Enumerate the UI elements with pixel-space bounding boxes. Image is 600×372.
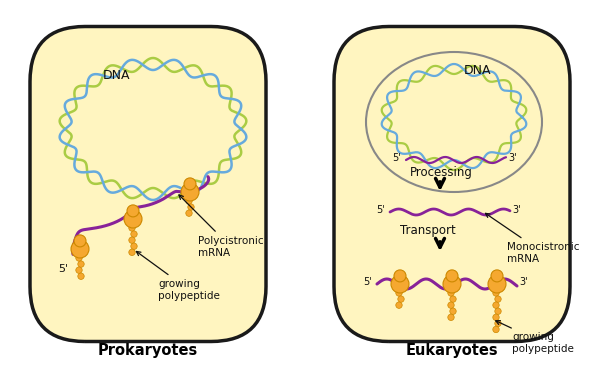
Text: growing
polypeptide: growing polypeptide (496, 321, 574, 354)
Text: DNA: DNA (103, 69, 131, 82)
Text: 5': 5' (376, 205, 385, 215)
Text: 3': 3' (519, 277, 527, 287)
Circle shape (450, 296, 456, 302)
Circle shape (78, 273, 84, 279)
Circle shape (78, 261, 84, 267)
Circle shape (491, 270, 503, 282)
Circle shape (495, 308, 501, 314)
Circle shape (186, 198, 192, 204)
Text: 5': 5' (392, 153, 401, 163)
Circle shape (493, 302, 499, 308)
PathPatch shape (334, 26, 570, 341)
Circle shape (488, 275, 506, 293)
Circle shape (493, 314, 499, 321)
Circle shape (181, 183, 199, 201)
Circle shape (129, 225, 135, 231)
Circle shape (124, 210, 142, 228)
Circle shape (396, 290, 402, 296)
Circle shape (443, 275, 461, 293)
Circle shape (71, 240, 89, 258)
Circle shape (74, 235, 86, 247)
Text: growing
polypeptide: growing polypeptide (136, 251, 220, 301)
Text: Polycistronic
mRNA: Polycistronic mRNA (179, 195, 263, 257)
Circle shape (448, 314, 454, 321)
Circle shape (495, 320, 501, 327)
Text: Monocistronic
mRNA: Monocistronic mRNA (485, 214, 580, 264)
Ellipse shape (366, 52, 542, 192)
Circle shape (446, 270, 458, 282)
PathPatch shape (30, 26, 266, 341)
Circle shape (76, 255, 82, 261)
Circle shape (188, 204, 194, 210)
Circle shape (129, 249, 135, 256)
Circle shape (129, 237, 135, 243)
Text: Transport: Transport (400, 224, 456, 237)
Circle shape (76, 267, 82, 273)
Circle shape (495, 296, 501, 302)
Circle shape (448, 290, 454, 296)
Circle shape (394, 270, 406, 282)
Circle shape (186, 210, 192, 217)
Circle shape (131, 231, 137, 237)
Circle shape (493, 326, 499, 333)
Text: DNA: DNA (464, 64, 491, 77)
Circle shape (448, 302, 454, 308)
Text: 3': 3' (512, 205, 521, 215)
Circle shape (450, 308, 456, 314)
Circle shape (493, 290, 499, 296)
Text: 3': 3' (508, 153, 517, 163)
Text: 5': 5' (58, 264, 68, 274)
Text: 5': 5' (363, 277, 372, 287)
Circle shape (184, 178, 196, 190)
Circle shape (396, 302, 402, 308)
Circle shape (391, 275, 409, 293)
Text: Prokaryotes: Prokaryotes (98, 343, 198, 358)
Circle shape (131, 243, 137, 250)
Text: Eukaryotes: Eukaryotes (406, 343, 499, 358)
Text: Processing: Processing (410, 166, 473, 179)
Circle shape (398, 296, 404, 302)
Circle shape (127, 205, 139, 217)
